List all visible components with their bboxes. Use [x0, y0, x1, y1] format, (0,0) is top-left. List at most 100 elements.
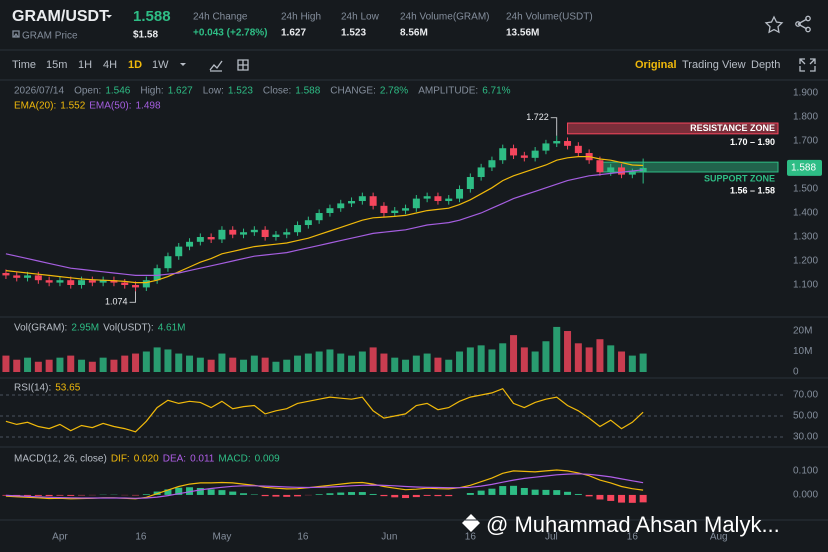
macd-bar [218, 490, 226, 495]
price-subtitle[interactable]: GRAM Price [22, 31, 78, 42]
zone-box [567, 122, 779, 135]
legend-text: DEA: [163, 454, 186, 465]
macd-bar [574, 493, 582, 495]
candle-body [412, 198, 420, 209]
stat-label: 24h High [281, 12, 321, 23]
interval-button[interactable]: 1W [152, 59, 169, 71]
share-dot [805, 15, 811, 22]
volume-bar [596, 339, 604, 372]
x-tick-label: Apr [52, 532, 68, 543]
volume-bar [423, 353, 431, 372]
volume-bar [142, 351, 150, 372]
info-label: CHANGE: [330, 86, 376, 97]
x-tick-label: 16 [297, 532, 309, 543]
macd-bar [639, 494, 647, 503]
ema-line [5, 169, 644, 276]
stat-value: +0.043 (+2.78%) [193, 28, 268, 39]
y-tick-label: 30.00 [793, 432, 818, 443]
zone-label: SUPPORT ZONE [704, 173, 775, 183]
legend-text: 0.020 [134, 454, 159, 465]
volume-bar [34, 361, 42, 372]
view-tab[interactable]: Depth [751, 59, 780, 71]
macd-bar [585, 494, 593, 497]
candle-body [520, 155, 528, 158]
candle-body [88, 280, 96, 283]
volume-bar [456, 351, 464, 372]
candle-body [24, 275, 32, 278]
legend-text: Vol(USDT): [103, 323, 154, 334]
interval-button[interactable]: 15m [46, 59, 67, 71]
volume-bar [564, 331, 572, 372]
x-tick-label: 16 [465, 532, 477, 543]
volume-bar [488, 349, 496, 372]
watermark: @ Muhammad Ahsan Malyk... [486, 512, 780, 537]
x-tick-label: Jun [381, 532, 397, 543]
candle-body [294, 225, 302, 233]
candle-body [553, 141, 561, 144]
stat-label: 24h Low [341, 12, 380, 23]
pair-title[interactable]: GRAM/USDT [12, 8, 109, 25]
macd-bar [531, 489, 539, 495]
legend-text: 1.552 [60, 101, 85, 112]
macd-bar [412, 494, 420, 498]
ema-line [5, 156, 644, 284]
favorite-button[interactable] [764, 15, 784, 34]
y-tick-label: 1.100 [793, 280, 818, 291]
stat-label: 24h Change [193, 12, 248, 23]
legend-text: Vol(GRAM): [14, 323, 67, 334]
legend-text: 4.61M [158, 323, 186, 334]
macd-bar [445, 494, 453, 497]
macd-bar [607, 494, 615, 501]
view-tab[interactable]: Original [635, 59, 677, 71]
volume-bar [132, 353, 140, 372]
interval-dropdown[interactable] [180, 63, 186, 66]
candle-body [34, 275, 42, 281]
macd-bar [596, 494, 604, 500]
interval-button[interactable]: 4H [103, 59, 117, 71]
candle-body [358, 196, 366, 202]
marker-leader [129, 291, 136, 303]
volume-bar [304, 353, 312, 372]
info-value: 6.71% [482, 86, 510, 97]
volume-bar [24, 357, 32, 372]
volume-bar [283, 359, 291, 372]
marker-label: 1.722 [526, 112, 549, 122]
view-tab[interactable]: Trading View [682, 59, 746, 71]
macd-bar [520, 487, 528, 495]
interval-button[interactable]: 1D [128, 59, 142, 71]
legend-text: MACD: [218, 454, 250, 465]
stat-label: 24h Volume(USDT) [506, 12, 593, 23]
macd-bar [488, 488, 496, 495]
y-tick-label: 70.00 [793, 390, 818, 401]
volume-bar [315, 351, 323, 372]
volume-bar [153, 347, 161, 372]
candle-body [56, 280, 64, 283]
last-price: 1.588 [133, 8, 171, 25]
volume-bar [585, 347, 593, 372]
pair-dropdown[interactable] [106, 15, 112, 18]
legend-text: EMA(50): [89, 101, 131, 112]
volume-bar [380, 353, 388, 372]
candle-body [434, 196, 442, 202]
indicator-button[interactable] [209, 60, 223, 72]
layout-button[interactable] [237, 59, 249, 71]
volume-bar [186, 355, 194, 372]
rsi-line [5, 387, 644, 433]
macd-bar [542, 489, 550, 495]
candle-body [510, 148, 518, 156]
candle-body [99, 280, 107, 283]
candle-body [153, 268, 161, 281]
stat-label: 24h Volume(GRAM) [400, 12, 489, 23]
price-icon [12, 30, 20, 38]
macd-bar [45, 494, 53, 497]
fullscreen-button[interactable] [799, 58, 816, 72]
volume-bar [207, 359, 215, 372]
macd-bar [466, 493, 474, 495]
interval-button[interactable]: 1H [78, 59, 92, 71]
macd-bar [175, 487, 183, 495]
volume-bar [2, 355, 10, 372]
volume-bar [369, 347, 377, 372]
candle-body [499, 148, 507, 161]
macd-bar [326, 493, 334, 495]
macd-bar [380, 494, 388, 497]
